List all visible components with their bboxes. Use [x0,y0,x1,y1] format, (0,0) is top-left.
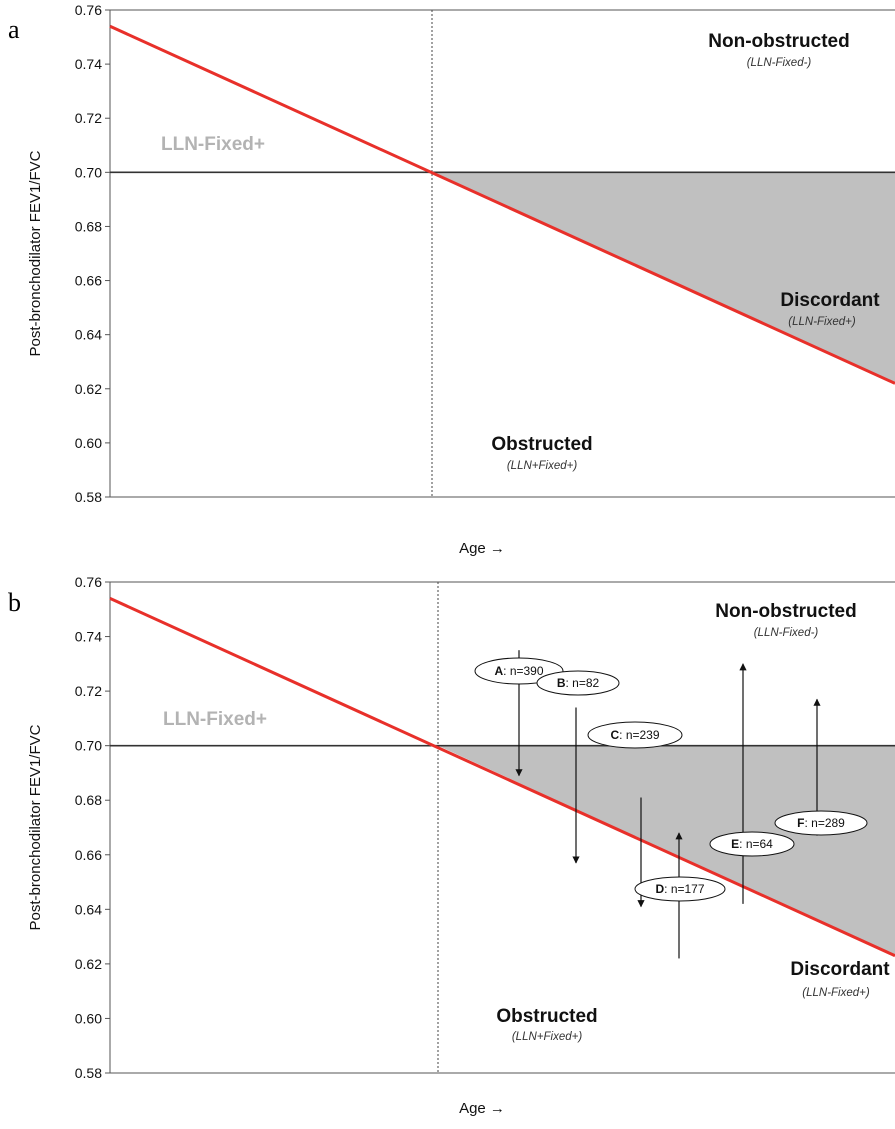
obstructed-label: Obstructed [496,1006,597,1027]
y-tick-label: 0.68 [75,792,102,808]
obstructed-sublabel: (LLN+Fixed+) [512,1031,582,1043]
annotation-sep: : [503,664,510,678]
annotation-oval [536,670,620,696]
y-tick-label: 0.66 [75,847,102,863]
annotation-id: A [494,664,503,678]
y-tick-label: 0.60 [75,1010,102,1026]
panel-b: b 0.58 0.60 0.62 0.64 0.66 0.68 0.70 0.72 0.74 0.7… [8,574,895,1117]
annotation-sep: : [739,837,746,851]
y-tick-label: 0.64 [75,901,102,917]
annotation-oval [587,721,683,749]
annotation-oval [709,831,795,857]
discordant-sublabel: (LLN-Fixed+) [802,987,870,999]
y-axis-label: Post-bronchodilator FEV1/FVC [27,724,44,930]
annotation-label: E: n=64 [731,837,773,851]
y-tick-label: 0.76 [75,2,102,18]
y-tick-label: 0.74 [75,56,102,72]
annotation-sep: : [619,728,626,742]
annotation-count: n=390 [510,664,544,678]
annotation-sep: : [664,882,671,896]
annotation-label: B: n=82 [557,676,600,690]
annotation-count: n=64 [746,837,773,851]
annotation-label: D: n=177 [655,882,704,896]
y-tick-label: 0.58 [75,489,102,505]
annotation-id: E [731,837,739,851]
x-axis-label: Age → [459,1100,505,1117]
annotation-count: n=177 [671,882,705,896]
transition-annotation: C: n=239 [587,721,683,908]
annotation-id: F [797,816,804,830]
annotation-label: F: n=289 [797,816,845,830]
non-obstructed-sublabel: (LLN-Fixed-) [747,57,812,69]
panel-letter: a [8,15,20,44]
y-tick-label: 0.58 [75,1065,102,1081]
y-tick-label: 0.72 [75,110,102,126]
transition-annotation: B: n=82 [536,670,620,864]
y-tick-label: 0.76 [75,574,102,590]
transition-annotation: F: n=289 [774,698,868,836]
y-tick-label: 0.68 [75,218,102,234]
lln-fixed-label: LLN-Fixed+ [163,709,267,730]
lln-fixed-label: LLN-Fixed+ [161,134,265,155]
panel-letter: b [8,588,21,617]
y-tick-label: 0.66 [75,273,102,289]
discordant-label: Discordant [790,959,890,980]
annotation-id: C [610,728,619,742]
annotation-sep: : [565,676,572,690]
y-tick-label: 0.62 [75,956,102,972]
panel-a: a 0.58 0.60 0.62 0.64 0.66 0.68 0.70 0.72 0.74 0.7… [8,2,895,557]
y-axis-label: Post-bronchodilator FEV1/FVC [27,150,44,356]
annotation-count: n=82 [572,676,599,690]
discordant-label: Discordant [780,290,880,311]
annotation-id: D [655,882,664,896]
annotation-count: n=239 [626,728,660,742]
discordant-sublabel: (LLN-Fixed+) [788,316,856,328]
annotation-count: n=289 [811,816,845,830]
y-tick-label: 0.70 [75,164,102,180]
annotation-label: C: n=239 [610,728,659,742]
y-tick-label: 0.62 [75,381,102,397]
y-tick-label: 0.72 [75,683,102,699]
y-tick-label: 0.60 [75,435,102,451]
obstructed-label: Obstructed [491,434,592,455]
transition-annotation: D: n=177 [634,832,726,959]
annotation-sep: : [804,816,811,830]
annotation-id: B [557,676,566,690]
obstructed-sublabel: (LLN+Fixed+) [507,460,577,472]
lln-line [109,24,895,385]
lln-line [109,597,895,958]
y-tick-label: 0.64 [75,327,102,343]
non-obstructed-label: Non-obstructed [708,31,849,52]
x-axis-label: Age → [459,540,505,557]
y-tick-label: 0.74 [75,629,102,645]
non-obstructed-sublabel: (LLN-Fixed-) [754,627,819,639]
annotation-oval [634,876,726,902]
non-obstructed-label: Non-obstructed [715,601,856,622]
annotation-label: A: n=390 [494,664,543,678]
annotation-oval [774,810,868,836]
y-tick-label: 0.70 [75,738,102,754]
transition-annotation: E: n=64 [709,663,795,904]
